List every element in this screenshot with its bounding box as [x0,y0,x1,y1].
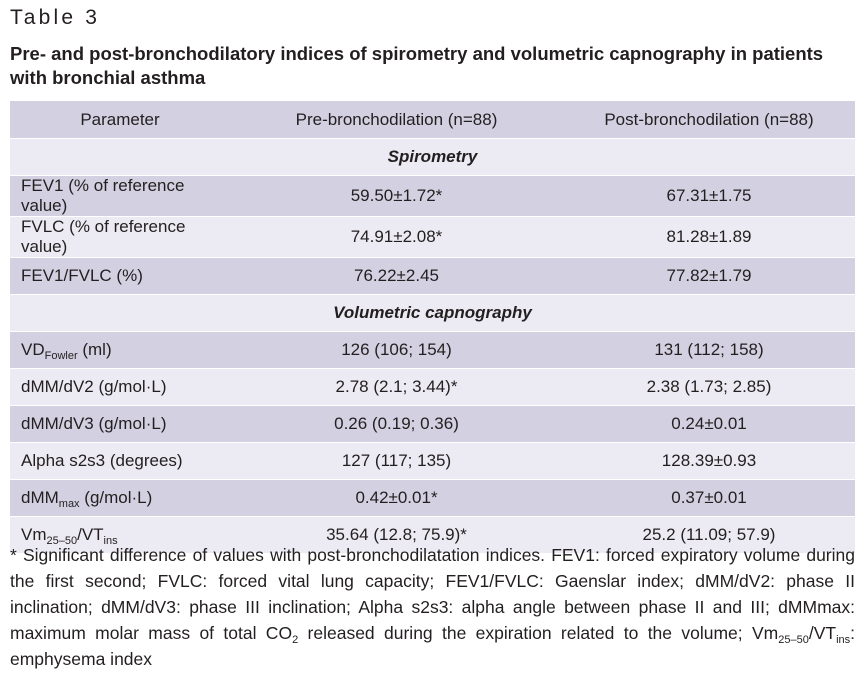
param-cell: Alpha s2s3 (degrees) [10,442,230,480]
param-mid: /VT [77,525,104,544]
param-main: Vm [21,525,47,544]
section-row-spirometry: Spirometry [10,138,855,176]
pre-value: 2.78 (2.1; 3.44)* [230,368,563,406]
post-value: 131 (112; 158) [563,331,855,369]
table-row: FEV1 (% of reference value) 59.50±1.72* … [10,175,855,217]
table-row: Alpha s2s3 (degrees) 127 (117; 135) 128.… [10,442,855,480]
table-row: Vm25–50/VTins 35.64 (12.8; 75.9)* 25.2 (… [10,516,855,554]
table-row: dMMmax (g/mol·L) 0.42±0.01* 0.37±0.01 [10,479,855,517]
pre-value: 0.42±0.01* [230,479,563,517]
section-row-capnography: Volumetric capnography [10,294,855,332]
param-subscript: max [58,498,80,510]
param-main: dMM [21,488,59,507]
param-main: VD [21,340,45,359]
post-value: 25.2 (11.09; 57.9) [563,516,855,554]
param-cell: dMM/dV2 (g/mol·L) [10,368,230,406]
results-table: Parameter Pre-bronchodilation (n=88) Pos… [10,101,855,554]
footnote-text: /VT [808,623,837,643]
table-row: dMM/dV3 (g/mol·L) 0.26 (0.19; 0.36) 0.24… [10,405,855,443]
param-tail: (ml) [77,340,112,359]
post-value: 67.31±1.75 [563,175,855,217]
param-cell: FEV1/FVLC (%) [10,257,230,295]
footnote-text: : emphysema index [10,623,855,669]
section-title: Volumetric capnography [10,294,855,332]
param-cell: FVLC (% of reference value) [10,216,230,258]
pre-value: 76.22±2.45 [230,257,563,295]
post-value: 128.39±0.93 [563,442,855,480]
pre-value: 35.64 (12.8; 75.9)* [230,516,563,554]
post-value: 77.82±1.79 [563,257,855,295]
param-cell: dMMmax (g/mol·L) [10,479,230,517]
post-value: 81.28±1.89 [563,216,855,258]
param-cell: Vm25–50/VTins [10,516,230,554]
table-footnote: * Significant difference of values with … [10,542,855,672]
pre-value: 0.26 (0.19; 0.36) [230,405,563,443]
param-subscript: 25–50 [46,535,78,547]
post-value: 0.24±0.01 [563,405,855,443]
header-post: Post-bronchodilation (n=88) [563,101,855,139]
pre-value: 126 (106; 154) [230,331,563,369]
footnote-text: released during the expiration related t… [298,623,779,643]
header-row: Parameter Pre-bronchodilation (n=88) Pos… [10,101,855,139]
footnote-subscript: 2 [292,634,299,646]
param-cell: FEV1 (% of reference value) [10,175,230,217]
table-caption: Pre- and post-bronchodilatory indices of… [10,43,824,88]
footnote-text: * Significant difference of values with … [10,545,855,643]
header-pre: Pre-bronchodilation (n=88) [230,101,563,139]
table-row: FVLC (% of reference value) 74.91±2.08* … [10,216,855,258]
param-subscript: ins [103,535,118,547]
pre-value: 74.91±2.08* [230,216,563,258]
table-number-label: Table 3 [10,6,101,29]
param-tail: (g/mol·L) [79,488,153,507]
section-title: Spirometry [10,138,855,176]
footnote-subscript: ins [836,634,851,646]
table-row: dMM/dV2 (g/mol·L) 2.78 (2.1; 3.44)* 2.38… [10,368,855,406]
footnote-subscript: 25–50 [778,634,809,646]
param-subscript: Fowler [44,350,78,362]
post-value: 0.37±0.01 [563,479,855,517]
table-row: VDFowler (ml) 126 (106; 154) 131 (112; 1… [10,331,855,369]
post-value: 2.38 (1.73; 2.85) [563,368,855,406]
pre-value: 127 (117; 135) [230,442,563,480]
pre-value: 59.50±1.72* [230,175,563,217]
param-cell: VDFowler (ml) [10,331,230,369]
header-parameter: Parameter [10,101,230,139]
table-row: FEV1/FVLC (%) 76.22±2.45 77.82±1.79 [10,257,855,295]
param-cell: dMM/dV3 (g/mol·L) [10,405,230,443]
